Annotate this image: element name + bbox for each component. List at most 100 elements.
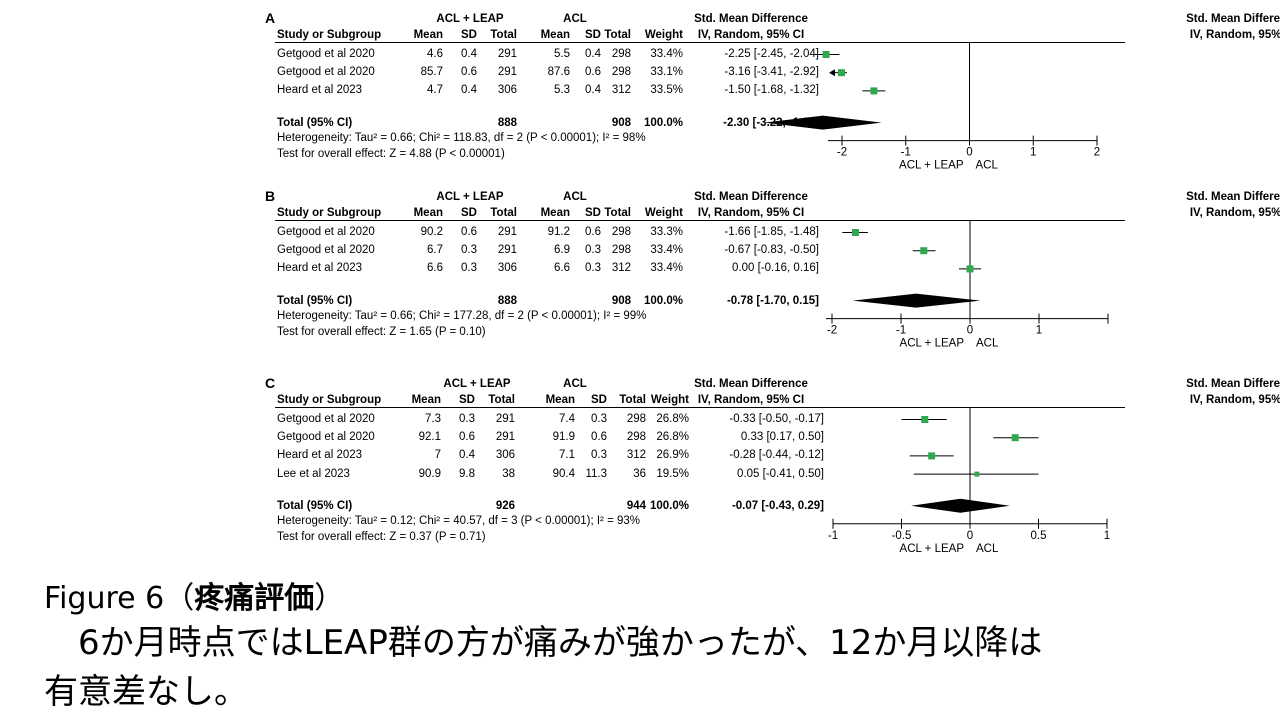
x-tick-label: 1 (1030, 147, 1036, 159)
sd1-cell: 0.6 (459, 431, 475, 444)
effect-header: Std. Mean Difference (694, 13, 808, 25)
study-name: Heard et al 2023 (277, 84, 363, 97)
mean1-cell: 90.2 (420, 226, 443, 238)
ci-cell: -1.50 [-1.68, -1.32] (724, 84, 819, 97)
mean1-cell: 7 (434, 449, 441, 462)
ci-cell: 0.05 [-0.41, 0.50] (737, 467, 824, 480)
heterogeneity-text: Heterogeneity: Tau² = 0.12; Chi² = 40.57… (277, 514, 641, 527)
weight-cell: 33.5% (650, 84, 683, 97)
figure-title-close: ） (314, 581, 345, 616)
mean1-cell: 4.6 (427, 48, 443, 60)
study-point-estimate (920, 247, 928, 255)
sd2-cell: 0.3 (591, 413, 607, 425)
x-tick-label: -2 (827, 325, 837, 337)
total2-column-header: Total (619, 394, 646, 406)
total2-cell: 312 (611, 84, 631, 97)
sd2-cell: 0.4 (585, 84, 601, 97)
figure-title: 疼痛評価 (194, 581, 315, 616)
sd1-cell: 0.3 (459, 413, 475, 425)
pooled-effect-diamond (911, 498, 1010, 513)
ci-cell: -2.25 [-2.45, -2.04] (724, 48, 819, 60)
study-point-estimate (928, 452, 936, 460)
total-weight-cell: 100.0% (649, 499, 689, 512)
total2-cell: 298 (611, 66, 631, 79)
total2-column-header: Total (604, 207, 631, 219)
figure-caption-line3: 有意差なし。 (44, 672, 248, 712)
study-name: Getgood et al 2020 (277, 66, 375, 79)
forest-plot-panel-b: B ACL + LEAP ACL Std. Mean Difference Std. M… (265, 188, 1280, 373)
mean2-column-header: Mean (545, 394, 575, 406)
total2-column-header: Total (604, 29, 631, 41)
sd1-cell: 0.4 (459, 449, 475, 462)
sd2-cell: 0.6 (585, 66, 601, 79)
effect-header-plot: Std. Mean Difference (1186, 378, 1280, 390)
panel-letter: B (265, 188, 276, 204)
panel-letter: C (265, 375, 276, 391)
sd2-cell: 0.3 (585, 262, 601, 275)
ci-cell: -3.16 [-3.41, -2.92] (724, 66, 819, 79)
favours-left-label: ACL + LEAP (900, 543, 965, 555)
favours-right-label: ACL (976, 543, 999, 555)
total-weight-cell: 100.0% (643, 116, 683, 129)
group1-header: ACL + LEAP (436, 13, 504, 25)
figure-caption-title: Figure 6（疼痛評価） (44, 573, 344, 617)
x-tick-label: 1 (1036, 325, 1042, 337)
x-tick-label: -2 (837, 147, 847, 159)
forest-plot-graphic: -1 -0.5 0 0.5 1 ACL + LEAP ACL (828, 408, 1110, 555)
mean2-cell: 5.3 (554, 84, 570, 97)
ci-cell: -0.67 [-0.83, -0.50] (724, 244, 819, 257)
sd1-cell: 0.4 (461, 48, 477, 60)
total2-cell: 298 (611, 226, 631, 238)
pooled-effect-diamond (764, 115, 882, 130)
total1-column-header: Total (490, 207, 517, 219)
study-column-header: Study or Subgroup (277, 29, 382, 41)
study-name: Heard et al 2023 (277, 449, 363, 462)
favours-right-label: ACL (976, 160, 999, 172)
weight-cell: 33.3% (650, 226, 683, 238)
total-label: Total (95% CI) (277, 499, 353, 512)
total-label: Total (95% CI) (277, 116, 353, 129)
mean2-cell: 87.6 (547, 66, 570, 79)
group2-header: ACL (563, 13, 587, 25)
weight-cell: 26.8% (656, 413, 689, 425)
mean2-cell: 91.2 (547, 226, 570, 238)
x-tick-label: 0 (967, 325, 973, 337)
weight-cell: 19.5% (656, 467, 689, 480)
group2-header: ACL (563, 191, 587, 203)
ci-cell: 0.33 [0.17, 0.50] (740, 431, 824, 444)
ci-column-header-plot: IV, Random, 95% CI (1189, 394, 1280, 406)
study-point-estimate (966, 265, 974, 273)
group1-header: ACL + LEAP (436, 191, 504, 203)
sd1-column-header: SD (461, 29, 477, 41)
overall-effect-text: Test for overall effect: Z = 4.88 (P < 0… (277, 147, 505, 160)
sd1-column-header: SD (461, 207, 477, 219)
forest-plot-graphic: -2 -1 0 1 ACL + LEAP ACL (826, 221, 1109, 350)
total-label: Total (95% CI) (277, 294, 353, 307)
total1-column-header: Total (488, 394, 515, 406)
x-tick-label: 0.5 (1031, 530, 1047, 542)
ci-column-header: IV, Random, 95% CI (697, 207, 805, 219)
mean2-cell: 6.6 (554, 262, 570, 275)
mean2-cell: 6.9 (554, 244, 570, 257)
mean1-cell: 4.7 (427, 84, 443, 97)
mean1-cell: 85.7 (420, 66, 443, 79)
ci-cell: -0.28 [-0.44, -0.12] (729, 449, 824, 462)
total1-cell: 306 (497, 262, 517, 275)
mean1-cell: 7.3 (425, 413, 441, 425)
study-point-estimate (838, 69, 845, 77)
study-point-estimate (921, 416, 929, 423)
study-point-estimate (974, 471, 980, 477)
favours-left-label: ACL + LEAP (899, 160, 964, 172)
heterogeneity-text: Heterogeneity: Tau² = 0.66; Chi² = 177.2… (277, 309, 647, 322)
sd1-cell: 0.6 (461, 226, 477, 238)
total2-cell: 36 (633, 467, 646, 480)
sd1-column-header: SD (459, 394, 475, 406)
study-name: Getgood et al 2020 (277, 413, 375, 425)
sd2-cell: 0.6 (591, 431, 607, 444)
x-tick-label: -1 (901, 147, 911, 159)
overall-effect-text: Test for overall effect: Z = 0.37 (P = 0… (277, 530, 486, 543)
total2-cell: 944 (626, 499, 646, 512)
mean2-cell: 91.9 (552, 431, 575, 444)
group1-header: ACL + LEAP (443, 378, 511, 390)
heterogeneity-text: Heterogeneity: Tau² = 0.66; Chi² = 118.8… (277, 131, 646, 144)
